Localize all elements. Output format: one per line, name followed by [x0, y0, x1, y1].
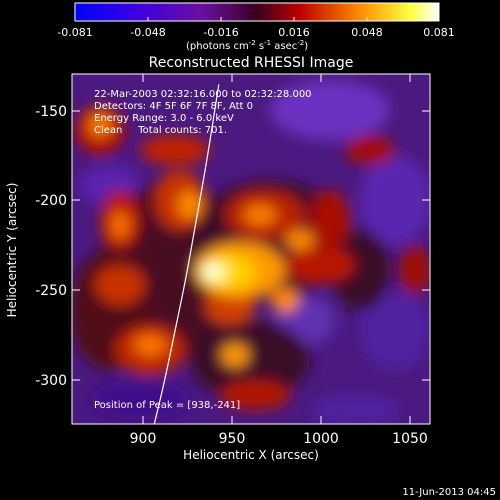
y-tick-label: -150: [35, 104, 67, 120]
colorbar-tick-label: -0.081: [57, 26, 92, 39]
colorbar-tick-label: 0.048: [351, 26, 383, 39]
x-axis-label: Heliocentric X (arcsec): [183, 448, 319, 462]
colorbar-unit-label: (photons cm-2 s-1 asec-2): [186, 39, 308, 52]
x-tick-label: 950: [219, 431, 246, 447]
y-tick-label: -300: [35, 373, 67, 389]
colorbar-tick-label: -0.016: [203, 26, 238, 39]
info-detectors: Detectors: 4F 5F 6F 7F 8F, Att 0: [94, 101, 253, 112]
y-ticks: [72, 110, 430, 381]
footer-timestamp: 11-Jun-2013 04:45: [402, 487, 496, 498]
info-time-range: 22-Mar-2003 02:32:16.000 to 02:32:28.000: [94, 89, 312, 100]
heatmap-area: [72, 74, 430, 424]
solar-limb-curve: [153, 84, 220, 424]
y-tick-label: -250: [35, 283, 67, 299]
y-tick-label: -200: [35, 193, 67, 209]
plot-frame: [71, 73, 431, 425]
info-clean-counts: Clean Total counts: 701.: [94, 125, 227, 136]
colorbar: [74, 2, 440, 22]
colorbar-tick-label: 0.081: [423, 26, 455, 39]
colorbar-tick-label: 0.016: [278, 26, 310, 39]
plot-title: Reconstructed RHESSI Image: [149, 55, 354, 71]
colorbar-tick-label: -0.048: [130, 26, 165, 39]
colorbar-ticks: [74, 17, 440, 21]
x-tick-label: 1050: [392, 431, 428, 447]
x-tick-label: 1000: [303, 431, 339, 447]
peak-position-label: Position of Peak = [938,-241]: [94, 400, 240, 411]
info-energy-range: Energy Range: 3.0 - 6.0 keV: [94, 113, 234, 124]
y-axis-label: Heliocentric Y (arcsec): [5, 183, 19, 318]
x-ticks: [142, 74, 411, 424]
x-tick-label: 900: [130, 431, 157, 447]
